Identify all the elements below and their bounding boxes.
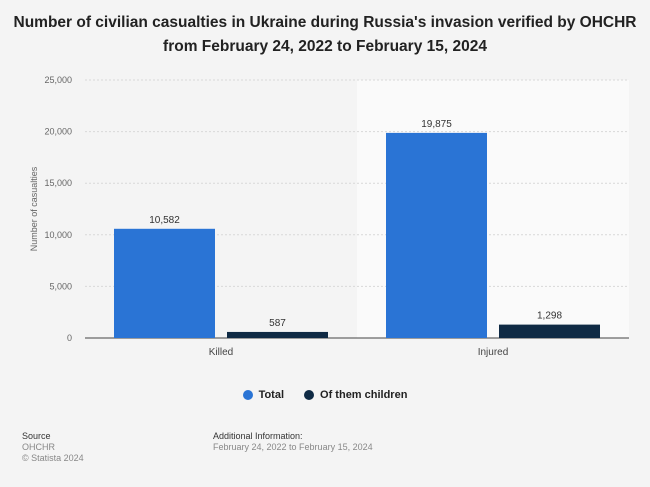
additional-info-text: February 24, 2022 to February 15, 2024 bbox=[213, 442, 373, 452]
additional-info-block: Additional Information: February 24, 202… bbox=[213, 431, 373, 453]
data-label: 1,298 bbox=[537, 311, 562, 322]
data-label: 10,582 bbox=[149, 215, 180, 226]
data-label: 587 bbox=[269, 318, 286, 329]
y-tick-label: 0 bbox=[67, 333, 72, 343]
legend-label-total: Total bbox=[258, 389, 285, 401]
x-tick-label: Killed bbox=[209, 347, 233, 358]
chart-legend: Total Of them children bbox=[0, 389, 650, 401]
chart-title-line-1: Number of civilian casualties in Ukraine… bbox=[13, 14, 637, 31]
legend-item-total[interactable]: Total bbox=[242, 389, 285, 401]
y-tick-label: 25,000 bbox=[44, 75, 72, 85]
bar-children-killed bbox=[227, 331, 328, 338]
y-axis-label: Number of casualties bbox=[29, 166, 39, 251]
legend-label-children: Of them children bbox=[320, 389, 408, 401]
bar-total-injured bbox=[386, 132, 487, 338]
y-tick-label: 15,000 bbox=[44, 178, 72, 188]
data-label: 19,875 bbox=[421, 119, 452, 130]
chart-title: Number of civilian casualties in Ukraine… bbox=[0, 11, 650, 59]
x-tick-label: Injured bbox=[478, 347, 509, 358]
y-tick-label: 20,000 bbox=[44, 127, 72, 137]
y-tick-label: 10,000 bbox=[44, 230, 72, 240]
source-heading: Source bbox=[22, 431, 51, 441]
bar-children-injured bbox=[499, 324, 600, 338]
legend-swatch-children bbox=[304, 390, 315, 400]
copyright: © Statista 2024 bbox=[22, 453, 84, 463]
legend-swatch-total bbox=[242, 390, 253, 400]
source-block: Source OHCHR © Statista 2024 bbox=[22, 431, 84, 464]
chart-title-line-2: from February 24, 2022 to February 15, 2… bbox=[163, 38, 487, 55]
additional-info-heading: Additional Information: bbox=[213, 431, 303, 441]
bar-total-killed bbox=[114, 228, 215, 338]
source-name: OHCHR bbox=[22, 442, 55, 452]
y-tick-label: 5,000 bbox=[49, 281, 72, 291]
legend-item-children[interactable]: Of them children bbox=[304, 389, 407, 401]
